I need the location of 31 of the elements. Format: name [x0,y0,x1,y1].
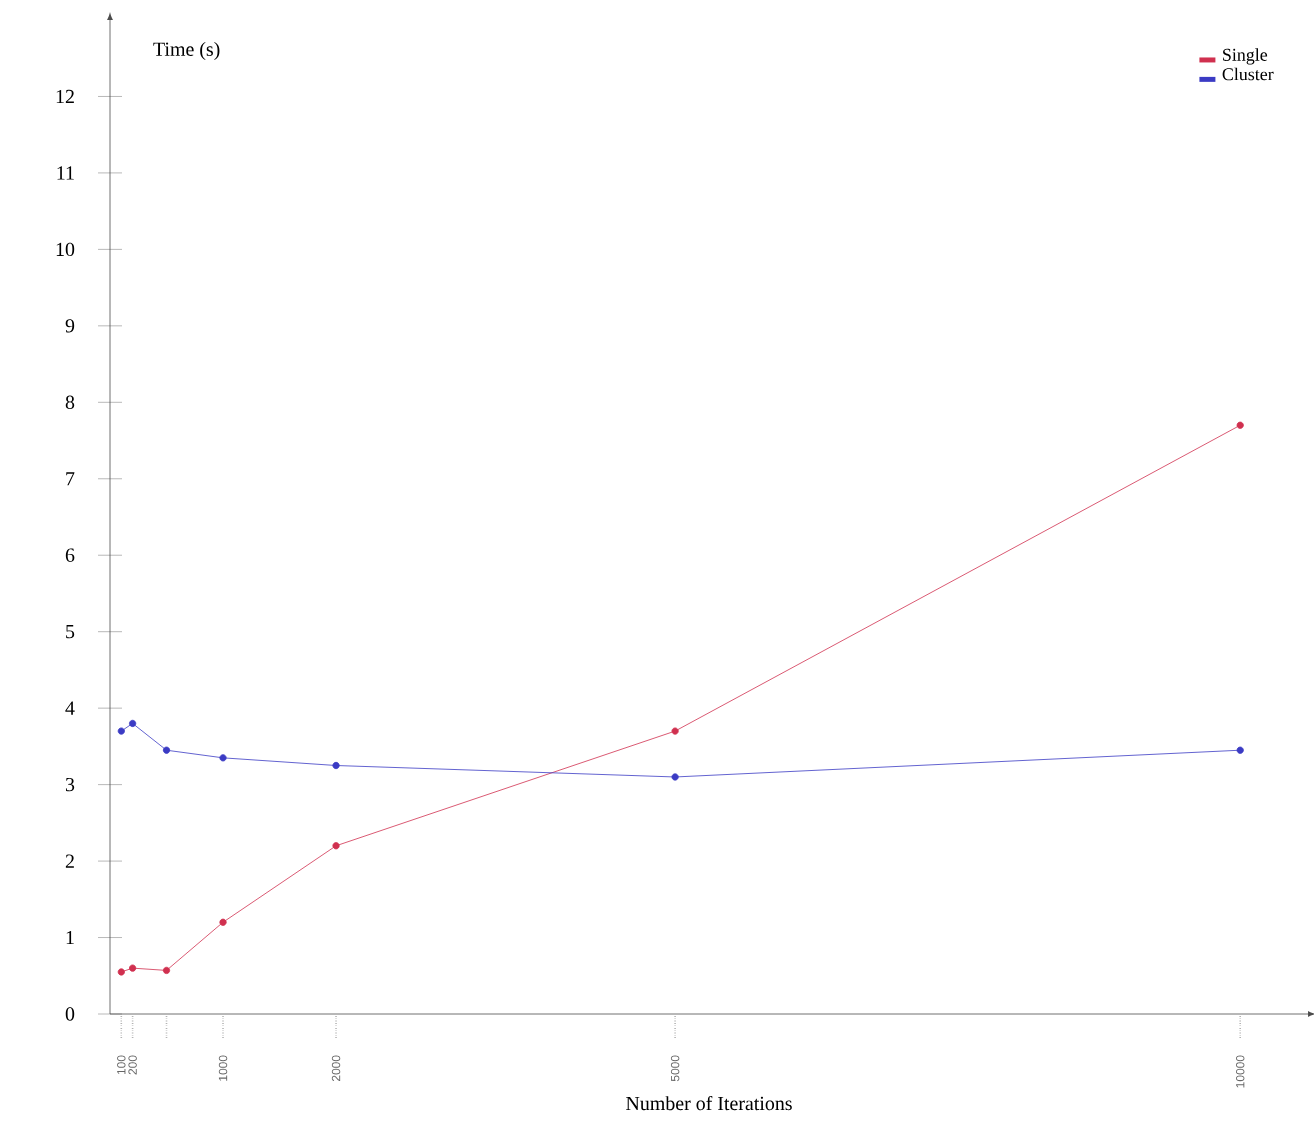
y-tick-label: 0 [65,1007,75,1021]
point [162,746,171,754]
y-tick-label: 11 [57,166,74,180]
y-tick-label: 1 [66,930,74,945]
y-tick-label: 2 [65,854,74,868]
point [671,727,679,735]
y-tick-label: 9 [65,319,75,333]
point [117,968,125,976]
y-tick-label: 4 [65,701,75,715]
legend-label: Cluster [1222,67,1274,81]
point [332,761,340,770]
y-axis-title: Time (s) [153,41,220,61]
x-axis-title: Number of Iterations [626,1095,792,1111]
y-tick-label: 3 [65,777,75,792]
point [219,754,227,762]
y-tick-label: 7 [66,472,75,486]
y-tick-label: 10 [56,242,75,257]
legend-label: Single [1223,48,1268,65]
point [117,727,125,735]
point [1236,421,1244,429]
y-tick-label: 6 [65,548,75,562]
y-tick-label: 5 [66,625,75,639]
point [129,719,137,728]
point [671,773,679,781]
point [332,842,340,850]
point [219,918,227,926]
point [129,964,137,972]
y-tick-label: 12 [56,89,74,104]
point [162,966,171,974]
point [1236,746,1244,754]
y-tick-label: 8 [65,395,75,410]
